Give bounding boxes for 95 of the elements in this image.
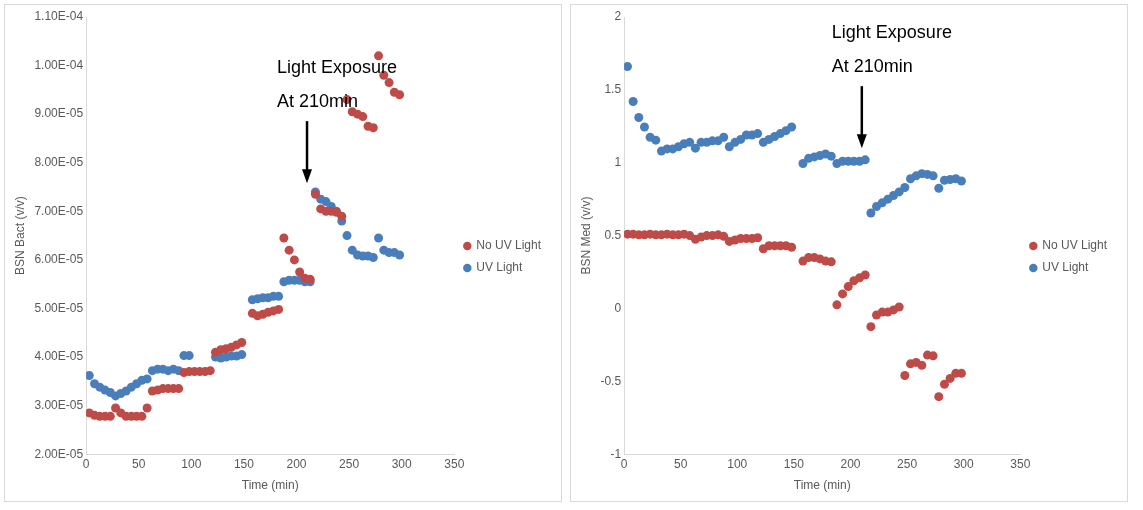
point [838,289,848,299]
point [368,252,378,262]
point [384,78,394,88]
x-tick-label: 350 [1010,456,1031,471]
point [395,90,405,100]
y-tick-label: 0.5 [604,227,622,242]
legend-label: No UV Light [1042,238,1108,253]
point [205,366,215,376]
y-tick-label: 6.00E-05 [34,252,84,267]
x-axis-title: Time (min) [241,478,299,493]
y-tick-label: -0.5 [600,373,622,388]
point [945,373,955,383]
x-tick-label: 300 [391,456,413,471]
x-tick-label: 150 [783,456,805,471]
point [798,158,808,168]
y-tick-label: 0 [614,300,622,315]
annotation: Light Exposure At 210min [277,57,398,112]
point [860,270,870,280]
annotation: Light Exposure At 210min [831,22,952,77]
y-tick-label: 1.00E-04 [34,57,84,72]
y-tick-label: 7.00E-05 [34,203,84,218]
point [832,300,842,310]
point [719,132,729,142]
point [279,233,289,243]
point [934,183,944,193]
point [753,129,763,139]
x-tick-label: 50 [674,456,688,471]
point [295,267,305,277]
point [289,255,299,265]
point [900,371,910,380]
y-tick-label: 2.00E-05 [34,446,84,461]
point [142,403,152,413]
point [358,112,368,122]
point [928,171,938,181]
point [651,135,661,145]
point [237,337,247,347]
point [719,231,729,241]
point [395,250,405,260]
point [787,242,797,252]
point [917,360,927,370]
y-tick-label: 1 [614,155,622,170]
point [685,137,695,147]
point [142,374,152,384]
point [956,176,966,186]
point [939,379,949,389]
x-tick-label: 200 [286,456,307,471]
y-tick-label: -1 [610,446,622,461]
y-tick-label: 1.10E-04 [34,9,84,24]
y-tick-label: 1.5 [604,82,622,97]
legend-label: UV Light [476,260,523,275]
point [337,211,347,221]
x-tick-label: 300 [953,456,975,471]
x-tick-label: 250 [339,456,360,471]
x-tick-label: 150 [233,456,255,471]
point [753,233,763,243]
legend-label: No UV Light [476,238,542,253]
x-axis-title: Time (min) [793,478,851,493]
point [690,143,700,153]
point [866,208,876,218]
point [639,122,649,132]
point [628,97,638,107]
point [826,151,836,161]
point [860,155,870,165]
point [866,322,876,332]
point [86,371,94,380]
point [894,302,904,312]
legend-label: UV Light [1042,260,1089,275]
point [274,304,284,314]
point [284,245,294,255]
y-tick-label: 3.00E-05 [34,397,84,412]
point [934,392,944,402]
x-tick-label: 100 [727,456,748,471]
y-tick-label: 8.00E-05 [34,155,84,170]
x-tick-label: 250 [897,456,918,471]
x-tick-label: 50 [132,456,146,471]
y-tick-label: 9.00E-05 [34,106,84,121]
point [374,233,384,243]
point [374,51,384,61]
point [787,122,797,132]
x-tick-label: 100 [181,456,202,471]
point [624,62,632,72]
x-tick-label: 200 [840,456,861,471]
point [368,123,378,133]
point [634,113,644,123]
y-tick-label: 2 [614,9,622,24]
x-tick-label: 350 [444,456,465,471]
y-axis-title: BSN Bact (v/v) [12,196,27,275]
point [342,231,352,241]
point [237,350,247,360]
y-axis-title: BSN Med (v/v) [578,196,593,275]
y-tick-label: 4.00E-05 [34,349,84,364]
point [736,134,746,144]
point [843,282,853,292]
y-tick-label: 5.00E-05 [34,300,84,315]
point [900,183,910,193]
